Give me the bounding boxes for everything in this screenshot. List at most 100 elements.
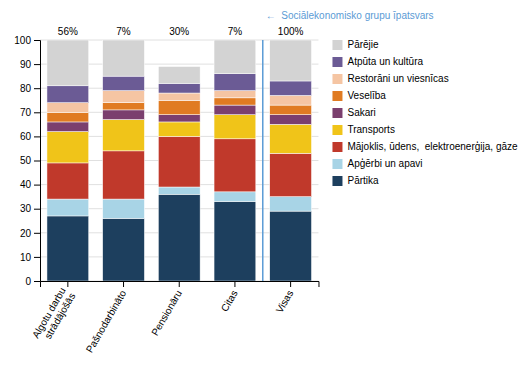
tick-label: Pensionāru bbox=[149, 288, 184, 337]
legend-swatch bbox=[332, 40, 342, 50]
tick: 40 bbox=[20, 179, 40, 190]
share-label: 56% bbox=[58, 26, 78, 37]
bar-segment bbox=[47, 86, 89, 103]
bar-segment bbox=[47, 122, 89, 132]
legend-item: Veselība bbox=[332, 90, 386, 101]
tick-mark bbox=[290, 281, 291, 287]
bar-segment bbox=[103, 110, 145, 120]
tick: Pensionāru bbox=[149, 281, 184, 338]
tick: 0 bbox=[25, 276, 40, 287]
tick-mark bbox=[34, 185, 40, 186]
plot: 0 10 20 30 40 50 60 70 80 90 100 Algotu darbustrādā… bbox=[14, 10, 433, 354]
tick-mark bbox=[123, 281, 124, 287]
bar-segment bbox=[214, 201, 256, 281]
share-label: 100% bbox=[278, 26, 304, 37]
legend-swatch bbox=[332, 142, 342, 152]
bar-segment bbox=[214, 98, 256, 105]
tick-label: Algotu darbustrādājošās bbox=[30, 286, 77, 346]
legend-item: Mājoklis, ūdens, elektroenerģija, gāze bbox=[332, 140, 518, 152]
bar-segment bbox=[103, 91, 145, 103]
legend-item: Restorāni un viesnīcas bbox=[332, 73, 448, 84]
bar-segment bbox=[270, 124, 312, 153]
tick-label: 100 bbox=[14, 35, 31, 46]
legend-label: Sakari bbox=[347, 107, 375, 118]
bar-segment bbox=[270, 95, 312, 105]
axis-line bbox=[34, 41, 41, 282]
legend-item: Pārējie bbox=[332, 39, 379, 50]
bar-segment bbox=[47, 40, 89, 86]
bar-segment bbox=[270, 153, 312, 196]
tick-mark bbox=[34, 257, 40, 258]
bar-segment bbox=[270, 40, 312, 81]
bar-segment bbox=[47, 132, 89, 163]
bar-segment bbox=[270, 197, 312, 211]
shares: 56% 7% 30% 7% 100% bbox=[58, 26, 304, 37]
tick: 30 bbox=[20, 203, 40, 214]
legend-swatch bbox=[332, 74, 342, 84]
bar-segment bbox=[47, 199, 89, 216]
tick: 50 bbox=[20, 155, 40, 166]
series bbox=[47, 194, 312, 281]
tick-label: Pašnodarbināto bbox=[84, 288, 129, 355]
annotation: ← Sociālekonomisko grupu īpatsvars bbox=[266, 10, 434, 21]
tick-mark bbox=[67, 281, 68, 287]
bar-segment bbox=[158, 100, 200, 114]
tick: 70 bbox=[20, 107, 40, 118]
tick-label: 90 bbox=[20, 59, 32, 70]
legend-item: Transports bbox=[332, 124, 394, 135]
tick: 90 bbox=[20, 59, 40, 70]
share-label: 7% bbox=[228, 26, 243, 37]
legend-swatch bbox=[332, 91, 342, 101]
bar-segment bbox=[158, 136, 200, 187]
bar-segment bbox=[47, 112, 89, 122]
tick-label: 40 bbox=[20, 179, 32, 190]
bar-segment bbox=[103, 120, 145, 151]
legend-swatch bbox=[332, 108, 342, 118]
bar-segment bbox=[103, 103, 145, 110]
tick-label: 20 bbox=[20, 228, 32, 239]
legend-label: Mājoklis, ūdens, elektroenerģija, gāze bbox=[347, 140, 518, 152]
bar-segment bbox=[158, 93, 200, 100]
tick-label: 70 bbox=[20, 107, 32, 118]
series bbox=[47, 40, 312, 86]
bar-segment bbox=[47, 103, 89, 113]
legend-swatch bbox=[332, 125, 342, 135]
share-label: 30% bbox=[169, 26, 189, 37]
tick: Pašnodarbināto bbox=[84, 281, 129, 354]
tick-label: 50 bbox=[20, 155, 32, 166]
bar-segment bbox=[158, 122, 200, 136]
legend-item: Sakari bbox=[332, 107, 375, 118]
chart: Pārējie Atpūta un kultūra Restorāni un vie… bbox=[0, 0, 524, 373]
divider bbox=[262, 40, 264, 281]
legend-swatch bbox=[332, 159, 342, 169]
tick-label: 10 bbox=[20, 252, 32, 263]
tick-label: 30 bbox=[20, 203, 32, 214]
tick-mark bbox=[34, 209, 40, 210]
bar-segment bbox=[270, 105, 312, 115]
legend-item: Pārtika bbox=[332, 175, 379, 186]
tick-mark bbox=[34, 161, 40, 162]
bar-segment bbox=[270, 115, 312, 125]
legend-label: Apģērbi un apavi bbox=[347, 157, 422, 169]
share-label: 7% bbox=[116, 26, 131, 37]
legend-swatch bbox=[332, 176, 342, 186]
tick-label: 60 bbox=[20, 131, 32, 142]
tick: 20 bbox=[20, 228, 40, 239]
bar-segment bbox=[47, 163, 89, 199]
bar-segment bbox=[158, 83, 200, 93]
legend-item: Apģērbi un apavi bbox=[332, 157, 422, 169]
bar-segment bbox=[103, 40, 145, 76]
bar-segment bbox=[214, 40, 256, 74]
bar-segment bbox=[47, 216, 89, 281]
tick: Algotu darbustrādājošās bbox=[30, 281, 77, 346]
bar-segment bbox=[158, 187, 200, 194]
tick-label: 0 bbox=[25, 276, 31, 287]
bar-segment bbox=[103, 76, 145, 90]
bar-segment bbox=[214, 74, 256, 91]
legend-label: Atpūta un kultūra bbox=[347, 56, 423, 67]
legend-swatch bbox=[332, 57, 342, 67]
tick-mark bbox=[234, 281, 235, 287]
tick-label: 80 bbox=[20, 83, 32, 94]
tick: 80 bbox=[20, 83, 40, 94]
x-axis: Algotu darbustrādājošāsPašnodarbināto Pen… bbox=[30, 281, 319, 354]
